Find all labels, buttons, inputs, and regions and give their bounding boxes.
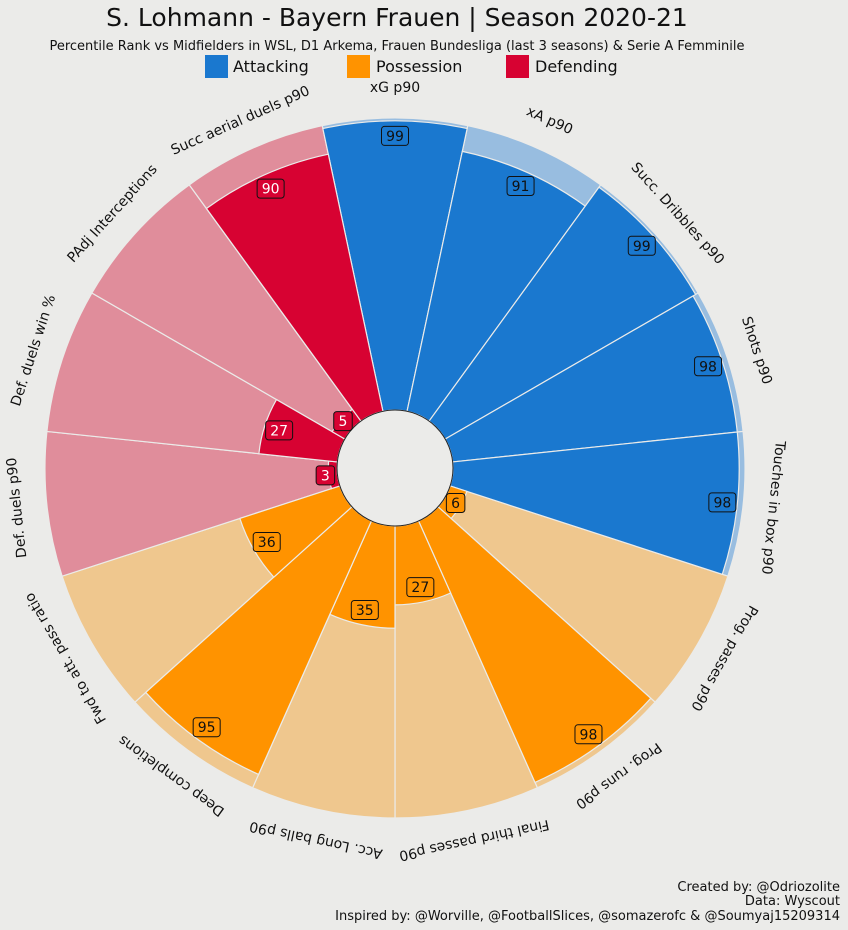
value-label-text-xg-p90: 99	[386, 129, 404, 145]
value-label-box-def-duels-p90	[315, 465, 336, 486]
value-label-xg-p90: 99	[381, 125, 409, 146]
value-label-text-fwd-to-att-pass-ratio: 36	[258, 535, 276, 551]
value-label-shots-p90: 98	[694, 356, 723, 377]
legend-label-defending: Defending	[535, 57, 618, 76]
value-label-box-shots-p90	[694, 356, 723, 377]
param-label-acc-long-balls-p90: Acc. Long balls p90	[248, 818, 384, 862]
value-slices	[144, 120, 740, 784]
value-label-acc-long-balls-p90: 35	[350, 600, 379, 621]
value-label-prog-runs-p90: 98	[574, 724, 603, 745]
value-label-text-def-duels-p90: 3	[321, 468, 330, 484]
value-label-box-prog-passes-p90	[445, 493, 466, 513]
param-label-shots-p90: Shots p90	[738, 315, 775, 387]
value-label-box-final-third-passes-p90	[406, 577, 435, 598]
legend-swatch-possession	[347, 55, 370, 78]
value-label-box-succ-aerial-duels-p90	[256, 178, 285, 199]
param-label-final-third-passes-p90: Final third passes p90	[398, 816, 551, 863]
legend-label-attacking: Attacking	[233, 57, 309, 76]
legend-label-possession: Possession	[376, 57, 462, 76]
value-label-text-succ-dribbles-p90: 99	[633, 239, 651, 255]
value-label-box-fwd-to-att-pass-ratio	[252, 532, 281, 553]
value-label-box-xa-p90	[506, 175, 535, 196]
value-label-def-duels-p90: 3	[315, 465, 336, 486]
value-label-fwd-to-att-pass-ratio: 36	[252, 532, 281, 553]
value-label-text-prog-passes-p90: 6	[451, 496, 460, 512]
value-label-box-acc-long-balls-p90	[350, 600, 379, 621]
value-label-touches-in-box-p90: 98	[708, 492, 737, 513]
value-label-box-def-duels-win	[265, 420, 294, 441]
value-label-box-xg-p90	[381, 125, 409, 146]
value-label-deep-completions: 95	[192, 717, 221, 738]
param-label-def-duels-p90: Def. duels p90	[4, 457, 30, 559]
legend: Attacking Possession Defending	[205, 55, 618, 78]
value-label-box-touches-in-box-p90	[708, 492, 737, 513]
center-circle	[336, 409, 454, 527]
value-label-text-acc-long-balls-p90: 35	[356, 603, 374, 619]
value-label-prog-passes-p90: 6	[445, 493, 466, 513]
value-label-text-def-duels-win: 27	[270, 423, 288, 439]
value-label-def-duels-win: 27	[265, 420, 294, 441]
value-label-box-padj-interceptions	[333, 411, 353, 432]
param-label-touches-in-box-p90: Touches in box p90	[758, 439, 788, 575]
value-label-box-prog-runs-p90	[574, 724, 603, 745]
param-label-def-duels-win: Def. duels win %	[8, 293, 59, 408]
credit-data-source: Data: Wyscout	[745, 894, 840, 909]
value-label-text-xa-p90: 91	[512, 179, 530, 195]
param-label-xa-p90: xA p90	[524, 104, 575, 139]
value-label-box-deep-completions	[192, 717, 221, 738]
value-label-text-padj-interceptions: 5	[339, 414, 348, 430]
value-label-final-third-passes-p90: 27	[406, 577, 435, 598]
value-label-text-touches-in-box-p90: 98	[713, 495, 731, 511]
value-labels: 99 91 99 98 98 6 98 27 35 95 36 3 27 5 90	[192, 125, 737, 745]
value-label-text-shots-p90: 98	[699, 359, 717, 375]
value-label-text-succ-aerial-duels-p90: 90	[262, 182, 280, 198]
credit-inspired-by: Inspired by: @Worville, @FootballSlices,…	[335, 909, 840, 924]
value-label-box-succ-dribbles-p90	[627, 235, 656, 256]
value-label-text-prog-runs-p90: 98	[580, 727, 598, 743]
credits: Created by: @Odriozolite Data: Wyscout I…	[335, 880, 840, 924]
legend-swatch-defending	[506, 55, 529, 78]
value-label-text-final-third-passes-p90: 27	[411, 580, 429, 596]
param-label-xg-p90: xG p90	[370, 80, 420, 96]
value-label-text-deep-completions: 95	[198, 720, 216, 736]
legend-swatch-attacking	[205, 55, 228, 78]
value-label-succ-dribbles-p90: 99	[627, 235, 656, 256]
value-label-padj-interceptions: 5	[333, 411, 353, 432]
value-label-xa-p90: 91	[506, 175, 535, 196]
chart-subtitle: Percentile Rank vs Midfielders in WSL, D…	[49, 39, 744, 54]
value-label-succ-aerial-duels-p90: 90	[256, 178, 285, 199]
chart-title: S. Lohmann - Bayern Frauen | Season 2020…	[106, 3, 688, 32]
credit-created-by: Created by: @Odriozolite	[677, 880, 840, 895]
